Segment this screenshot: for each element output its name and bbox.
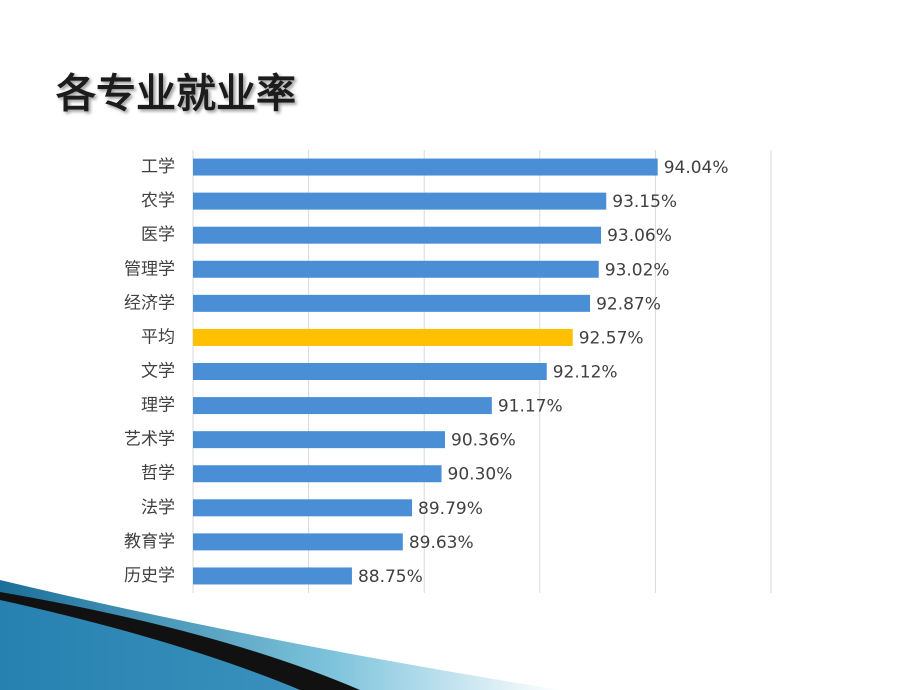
y-tick-label: 农学 bbox=[141, 191, 175, 211]
value-label: 88.75% bbox=[358, 567, 423, 587]
value-label: 93.02% bbox=[605, 260, 670, 280]
bar bbox=[193, 328, 573, 346]
bar bbox=[193, 567, 352, 585]
y-tick-label: 医学 bbox=[141, 225, 175, 245]
bar bbox=[193, 397, 492, 415]
y-tick-label: 教育学 bbox=[124, 532, 175, 552]
bar bbox=[193, 294, 591, 312]
y-tick-label: 艺术学 bbox=[124, 430, 175, 450]
y-tick-label: 文学 bbox=[141, 362, 175, 382]
bar bbox=[193, 431, 446, 449]
y-tick-label: 经济学 bbox=[124, 293, 175, 313]
value-label: 92.12% bbox=[553, 363, 618, 383]
y-tick-label: 法学 bbox=[141, 498, 175, 518]
value-label: 93.15% bbox=[612, 192, 677, 212]
value-label: 91.17% bbox=[498, 397, 563, 417]
y-tick-label: 平均 bbox=[141, 327, 175, 347]
value-label: 92.87% bbox=[596, 294, 661, 314]
value-label: 89.63% bbox=[409, 533, 474, 553]
chart-title: 各专业就业率 bbox=[56, 71, 296, 117]
bar bbox=[193, 158, 658, 176]
value-label: 92.57% bbox=[579, 328, 644, 348]
value-label: 94.04% bbox=[664, 158, 729, 178]
bar bbox=[193, 533, 403, 551]
y-tick-label: 工学 bbox=[141, 157, 175, 177]
y-tick-label: 理学 bbox=[141, 396, 175, 416]
y-tick-label: 管理学 bbox=[124, 259, 175, 279]
y-tick-label: 哲学 bbox=[141, 464, 175, 484]
bar bbox=[193, 226, 602, 244]
bar bbox=[193, 363, 547, 380]
bar bbox=[193, 192, 607, 210]
value-label: 90.30% bbox=[448, 465, 513, 485]
value-label: 89.79% bbox=[418, 499, 483, 519]
decoration bbox=[0, 580, 560, 690]
value-label: 90.36% bbox=[451, 431, 516, 451]
bar bbox=[193, 260, 599, 278]
bar bbox=[193, 465, 442, 483]
y-tick-label: 历史学 bbox=[124, 566, 175, 586]
value-label: 93.06% bbox=[607, 226, 672, 246]
bar bbox=[193, 499, 413, 517]
